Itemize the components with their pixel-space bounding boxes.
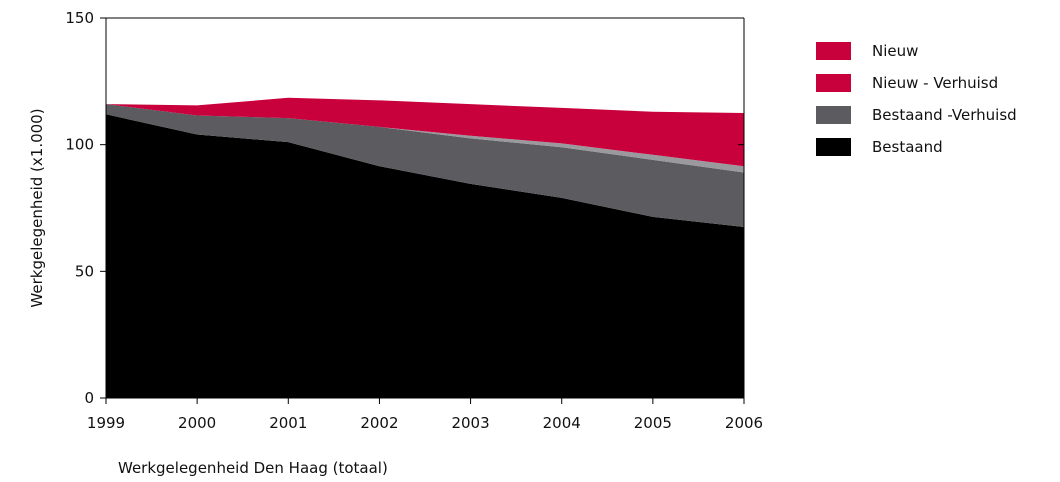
x-tick-label: 2000 [178, 414, 216, 432]
legend-label: Nieuw [872, 42, 918, 60]
legend-label: Bestaand [872, 138, 943, 156]
area-bestaand-verhuisd [106, 104, 744, 227]
legend-label: Bestaand -Verhuisd [872, 106, 1017, 124]
x-tick-label: 2002 [360, 414, 398, 432]
x-axis-label: Werkgelegenheid Den Haag (totaal) [118, 459, 388, 477]
y-tick-label: 150 [65, 9, 94, 27]
area-nieuw [106, 97, 744, 167]
y-tick-label: 100 [65, 136, 94, 154]
area-bestaand [106, 114, 744, 399]
x-tick-label: 2005 [634, 414, 672, 432]
x-tick-label: 2003 [451, 414, 489, 432]
y-tick-label: 0 [84, 389, 94, 407]
x-tick-label: 1999 [87, 414, 125, 432]
x-axis-ticks: 1999 2000 2001 2002 2003 2004 2005 2006 [87, 398, 763, 432]
y-axis-label: Werkgelegenheid (x1.000) [28, 108, 46, 307]
area-layers [106, 97, 744, 399]
x-tick-label: 2001 [269, 414, 307, 432]
legend: Nieuw Nieuw - Verhuisd Bestaand -Verhuisd B… [816, 42, 1017, 156]
x-tick-label: 2004 [543, 414, 581, 432]
legend-swatch [816, 42, 851, 60]
y-tick-label: 50 [75, 262, 94, 280]
legend-swatch [816, 138, 851, 156]
legend-swatch [816, 74, 851, 92]
legend-swatch [816, 106, 851, 124]
legend-label: Nieuw - Verhuisd [872, 74, 998, 92]
axes [105, 17, 745, 399]
x-tick-label: 2006 [725, 414, 763, 432]
y-axis-ticks: 0 50 100 150 [65, 9, 744, 407]
